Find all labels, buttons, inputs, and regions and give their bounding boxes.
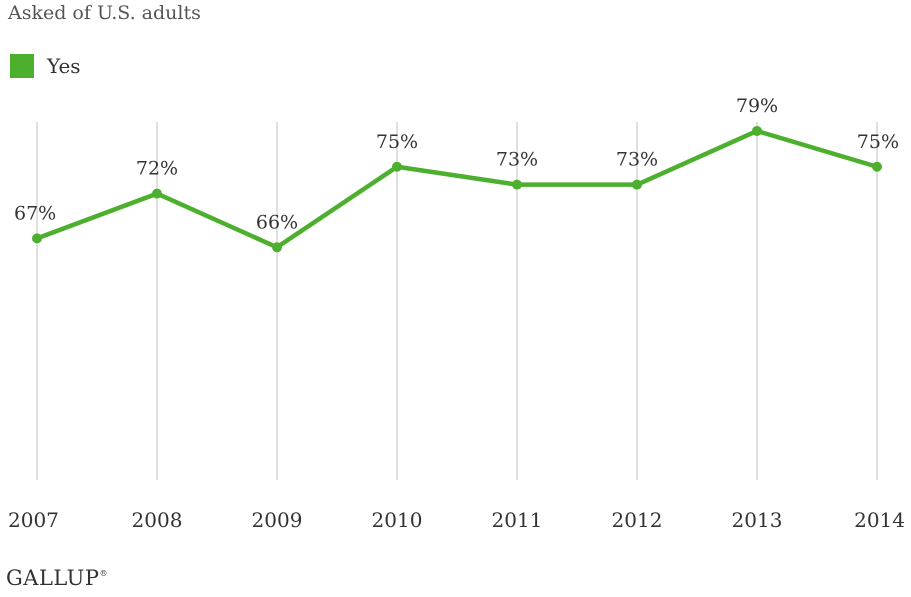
x-tick-label-2012: 2012 (612, 508, 663, 532)
chart-subtitle: Asked of U.S. adults (8, 2, 201, 24)
x-tick-label-2009: 2009 (252, 508, 303, 532)
data-label-2011: 73% (496, 149, 538, 171)
data-label-2013: 79% (736, 95, 778, 117)
data-point-2010 (392, 161, 402, 172)
trademark-mark: ® (99, 569, 109, 578)
data-label-2009: 66% (256, 211, 298, 233)
data-point-2011 (512, 179, 522, 190)
x-tick-label-2008: 2008 (132, 508, 183, 532)
brand-text: GALLUP (6, 566, 100, 590)
x-tick-label-2007: 2007 (8, 508, 59, 532)
data-label-2008: 72% (136, 158, 178, 180)
data-point-2012 (632, 179, 642, 190)
data-point-2013 (752, 125, 762, 136)
x-tick-label-2013: 2013 (732, 508, 783, 532)
legend: Yes (10, 54, 81, 78)
data-label-2012: 73% (616, 149, 658, 171)
data-point-2007 (32, 233, 42, 244)
series-line-yes (34, 128, 880, 250)
legend-label-yes: Yes (47, 54, 81, 78)
data-point-2014 (872, 161, 882, 172)
data-label-2014: 75% (857, 131, 899, 153)
data-point-2008 (152, 188, 162, 199)
x-tick-label-2011: 2011 (492, 508, 543, 532)
data-point-2009 (272, 242, 282, 253)
x-tick-label-2014: 2014 (854, 508, 905, 532)
legend-swatch-yes (10, 54, 34, 78)
data-label-2010: 75% (376, 131, 418, 153)
gallup-logo: GALLUP® (6, 566, 108, 590)
x-tick-label-2010: 2010 (372, 508, 423, 532)
data-label-2007: 67% (14, 202, 56, 224)
